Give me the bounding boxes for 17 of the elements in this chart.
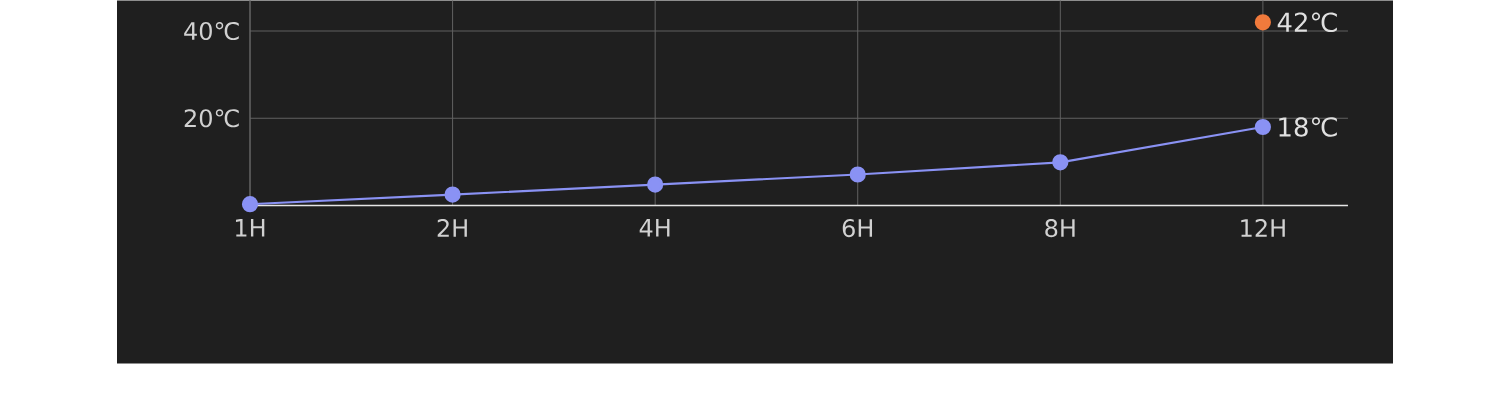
x-tick-label: 8H	[1045, 218, 1075, 237]
x-tick-label: 2H	[437, 218, 467, 237]
x-tick-label: 4H	[639, 218, 670, 237]
point	[241, 195, 259, 213]
y-tick-label: 40℃	[184, 21, 239, 40]
point	[647, 176, 664, 193]
data-label: 42℃	[1277, 12, 1337, 32]
point	[1254, 13, 1271, 31]
point	[1254, 118, 1271, 135]
point	[849, 166, 866, 183]
x-tick-label: 6H	[842, 218, 873, 237]
point	[1052, 153, 1069, 171]
data-label: 18℃	[1279, 116, 1337, 137]
x-tick-label: 12H	[1241, 218, 1285, 237]
x-tick-label: 1H	[235, 218, 265, 237]
y-tick-label: 20℃	[184, 108, 239, 128]
point	[444, 186, 461, 203]
